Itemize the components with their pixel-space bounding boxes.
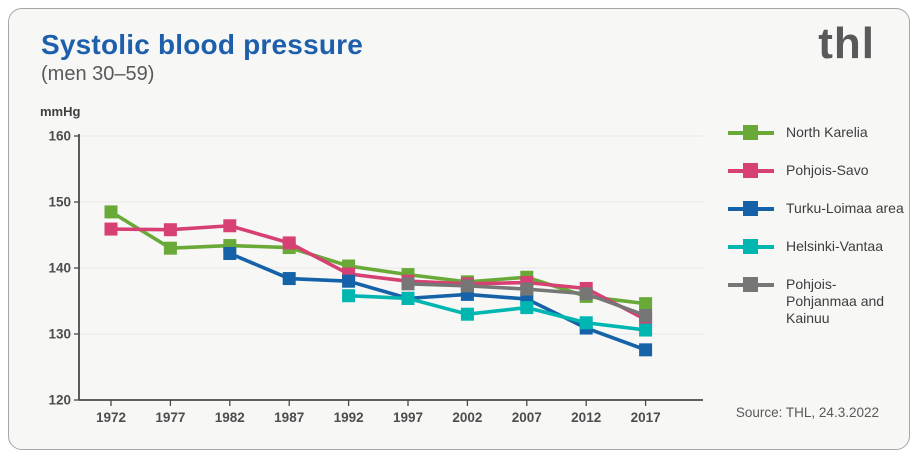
x-axis-tick-label: 2002 [452, 410, 482, 425]
data-point [163, 223, 177, 237]
legend-label: North Karelia [786, 124, 868, 140]
data-point [401, 291, 415, 305]
chart-legend: North Karelia Pohjois-Savo Turku-Loimaa ar… [728, 124, 908, 348]
legend-marker-icon [728, 201, 774, 216]
legend-square [743, 239, 758, 254]
thl-logo: thl [818, 19, 875, 68]
legend-square [743, 201, 758, 216]
x-axis-tick-label: 1997 [393, 410, 423, 425]
series-north-karelia [104, 205, 653, 311]
x-axis-tick-label: 1977 [155, 410, 185, 425]
x-axis-tick-label: 2012 [571, 410, 601, 425]
data-point [104, 205, 118, 219]
series-helsinki-vantaa [342, 289, 653, 337]
y-axis-unit-label: mmHg [40, 104, 81, 119]
data-point [342, 274, 356, 288]
legend-item-helsinki-vantaa: Helsinki-Vantaa [728, 238, 908, 255]
legend-marker-icon [728, 163, 774, 178]
data-point [639, 343, 653, 357]
series-line [229, 251, 647, 352]
data-point [579, 316, 593, 330]
x-axis-tick-label: 2007 [512, 410, 542, 425]
data-point [460, 279, 474, 293]
chart-title: Systolic blood pressure [41, 29, 364, 60]
legend-item-north-karelia: North Karelia [728, 124, 908, 141]
y-axis-tick-label: 130 [48, 327, 71, 342]
data-point [104, 222, 118, 236]
y-axis-tick-label: 150 [48, 195, 71, 210]
legend-label: Helsinki-Vantaa [786, 238, 884, 254]
data-point [460, 307, 474, 321]
chart-card: Systolic blood pressure (men 30–59) mmHg… [8, 8, 910, 450]
y-axis-tick-label: 120 [48, 393, 71, 408]
x-axis-tick-label: 1972 [96, 410, 126, 425]
y-axis-tick-label: 140 [48, 261, 71, 276]
data-point [163, 241, 177, 255]
legend-item-turku-loimaa-area: Turku-Loimaa area [728, 200, 908, 217]
legend-square [743, 125, 758, 140]
data-point [282, 236, 296, 250]
line-chart: 120 130 140 150 160 1972 1977 1982 1987 1992 1997 2… [31, 119, 721, 441]
chart-plot-area: 120 130 140 150 160 1972 1977 1982 1987 1992 1997 2… [48, 129, 703, 425]
data-point [342, 289, 356, 303]
legend-label: Turku-Loimaa area [786, 200, 904, 216]
legend-marker-icon [728, 277, 774, 292]
data-point [223, 219, 237, 233]
data-point [520, 301, 534, 315]
data-point [401, 277, 415, 291]
legend-label: Pohjois-Pohjanmaa and Kainuu [786, 276, 885, 326]
series-line [110, 223, 647, 322]
legend-item-pohjois-pohjanmaa-and-kainuu: Pohjois-Pohjanmaa and Kainuu [728, 276, 908, 327]
y-axis-tick-label: 160 [48, 129, 71, 144]
data-point [639, 297, 653, 311]
series-pohjois-pohjanmaa-and-kainuu [401, 277, 653, 323]
data-point [520, 282, 534, 296]
legend-item-pohjois-savo: Pohjois-Savo [728, 162, 908, 179]
data-point [639, 323, 653, 337]
data-point [223, 246, 237, 260]
legend-label: Pohjois-Savo [786, 162, 869, 178]
x-axis-tick-label: 1987 [274, 410, 304, 425]
x-axis-tick-label: 2017 [631, 410, 661, 425]
legend-marker-icon [728, 125, 774, 140]
source-note: Source: THL, 24.3.2022 [735, 405, 879, 420]
data-point [579, 287, 593, 301]
data-point [282, 272, 296, 286]
chart-subtitle: (men 30–59) [41, 63, 155, 85]
series-pohjois-savo [104, 219, 653, 326]
legend-marker-icon [728, 239, 774, 254]
legend-square [743, 163, 758, 178]
x-axis-tick-label: 1982 [215, 410, 245, 425]
legend-square [743, 277, 758, 292]
x-axis-tick-label: 1992 [334, 410, 364, 425]
data-point [639, 309, 653, 323]
series-line [348, 293, 646, 332]
